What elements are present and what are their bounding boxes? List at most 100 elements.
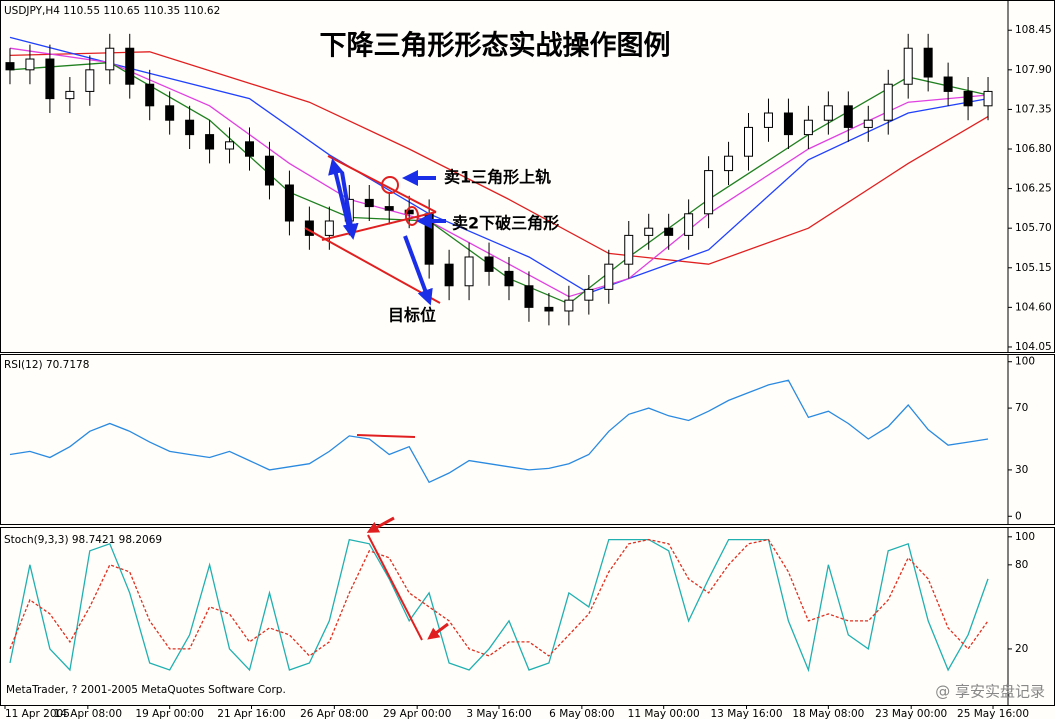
y-tick-label: 100 (1015, 531, 1035, 543)
y-tick-label: 20 (1015, 643, 1028, 655)
y-tick-label: 0 (1015, 510, 1022, 522)
stoch-label: Stoch(9,3,3) 98.7421 98.2069 (4, 534, 162, 546)
x-tick-label: 18 May 08:00 (792, 708, 864, 719)
rsi-line (356, 434, 416, 438)
rsi-label: RSI(12) 70.7178 (4, 359, 89, 371)
candle-body (245, 141, 255, 157)
x-tick-label: 21 Apr 16:00 (217, 708, 285, 719)
candle-body (464, 256, 474, 287)
candle-body (883, 83, 893, 121)
series-line (9, 51, 989, 265)
candle-body (364, 198, 374, 208)
candle-body (903, 47, 913, 85)
annotation: 卖1三角形上轨 (444, 168, 551, 187)
y-tick-label: 104.60 (1015, 301, 1052, 313)
y-tick-label: 70 (1015, 402, 1028, 414)
candle-body (125, 47, 135, 85)
candle-body (264, 155, 274, 186)
candle-body (724, 155, 734, 172)
candle-body (564, 299, 574, 312)
candle-body (923, 47, 933, 78)
candle-body (863, 119, 873, 128)
arrow (403, 235, 433, 306)
circle (381, 176, 399, 194)
y-tick-label: 80 (1015, 559, 1028, 571)
y-tick-label: 108.45 (1015, 24, 1052, 36)
candle-body (324, 220, 334, 236)
x-tick-label: 29 Apr 00:00 (383, 708, 451, 719)
candle-body (444, 263, 454, 287)
candle-body (823, 105, 833, 121)
y-tick-label: 107.90 (1015, 64, 1052, 76)
stoch-line (367, 534, 423, 641)
y-tick-label: 106.80 (1015, 143, 1052, 155)
x-tick-label: 19 Apr 00:00 (135, 708, 203, 719)
candle-body (384, 206, 394, 211)
copyright: MetaTrader, ? 2001-2005 MetaQuotes Softw… (6, 684, 286, 696)
candle-body (165, 105, 175, 121)
x-tick-label: 6 May 08:00 (549, 708, 614, 719)
candle-body (664, 227, 674, 236)
candle-body (644, 227, 654, 236)
x-tick-label: 14 Apr 08:00 (54, 708, 122, 719)
x-tick-label: 23 May 00:00 (875, 708, 947, 719)
candle-body (783, 112, 793, 136)
annotation: 卖2下破三角形 (452, 214, 559, 233)
candle-body (604, 263, 614, 290)
candle-body (504, 270, 514, 287)
arrow (340, 171, 359, 240)
arrow (427, 622, 449, 640)
x-tick-label: 25 May 16:00 (957, 708, 1029, 719)
x-tick-label: 11 May 00:00 (628, 708, 700, 719)
candle-body (5, 62, 15, 71)
candle-body (105, 47, 115, 71)
y-tick-label: 105.15 (1015, 262, 1052, 274)
series-line (9, 538, 989, 673)
candle-body (145, 83, 155, 107)
candle-body (524, 285, 534, 308)
candle-body (843, 105, 853, 128)
y-tick-label: 104.05 (1015, 341, 1052, 353)
candle-body (85, 69, 95, 92)
candle-body (584, 288, 594, 301)
candle-body (544, 306, 554, 312)
y-tick-label: 30 (1015, 464, 1028, 476)
candle-body (744, 126, 754, 157)
target-line (304, 227, 441, 304)
series-line (9, 379, 989, 484)
candle-body (763, 112, 773, 128)
y-tick-label: 106.25 (1015, 183, 1052, 195)
series-line (9, 36, 989, 294)
y-tick-label: 107.35 (1015, 103, 1052, 115)
arrow (328, 158, 352, 233)
candle-body (45, 58, 55, 100)
x-tick-label: 11 Apr 2005 (5, 708, 70, 719)
candle-body (803, 119, 813, 136)
candle-body (65, 90, 75, 100)
annotation: 目标位 (388, 306, 436, 325)
candle-body (484, 256, 494, 272)
candle-body (404, 209, 414, 215)
candle-body (943, 76, 953, 92)
candle-body (963, 90, 973, 107)
candle-body (624, 234, 634, 265)
annotation-shapes (304, 155, 449, 641)
candle-body (225, 141, 235, 150)
series-line (9, 538, 989, 657)
arrow (366, 516, 395, 533)
candle-body (185, 119, 195, 136)
x-tick-label: 3 May 16:00 (466, 708, 531, 719)
y-tick-label: 105.70 (1015, 222, 1052, 234)
watermark: @ 享安实盘记录 (935, 683, 1045, 701)
y-tick-label: 100 (1015, 356, 1035, 368)
candle-body (284, 184, 294, 222)
candle-body (25, 58, 35, 71)
candle-body (684, 213, 694, 236)
x-tick-label: 26 Apr 08:00 (300, 708, 368, 719)
x-tick-label: 13 May 16:00 (711, 708, 783, 719)
candle-body (205, 134, 215, 150)
candle-body (983, 90, 993, 107)
symbol-label: USDJPY,H4 110.55 110.65 110.35 110.62 (4, 5, 220, 17)
